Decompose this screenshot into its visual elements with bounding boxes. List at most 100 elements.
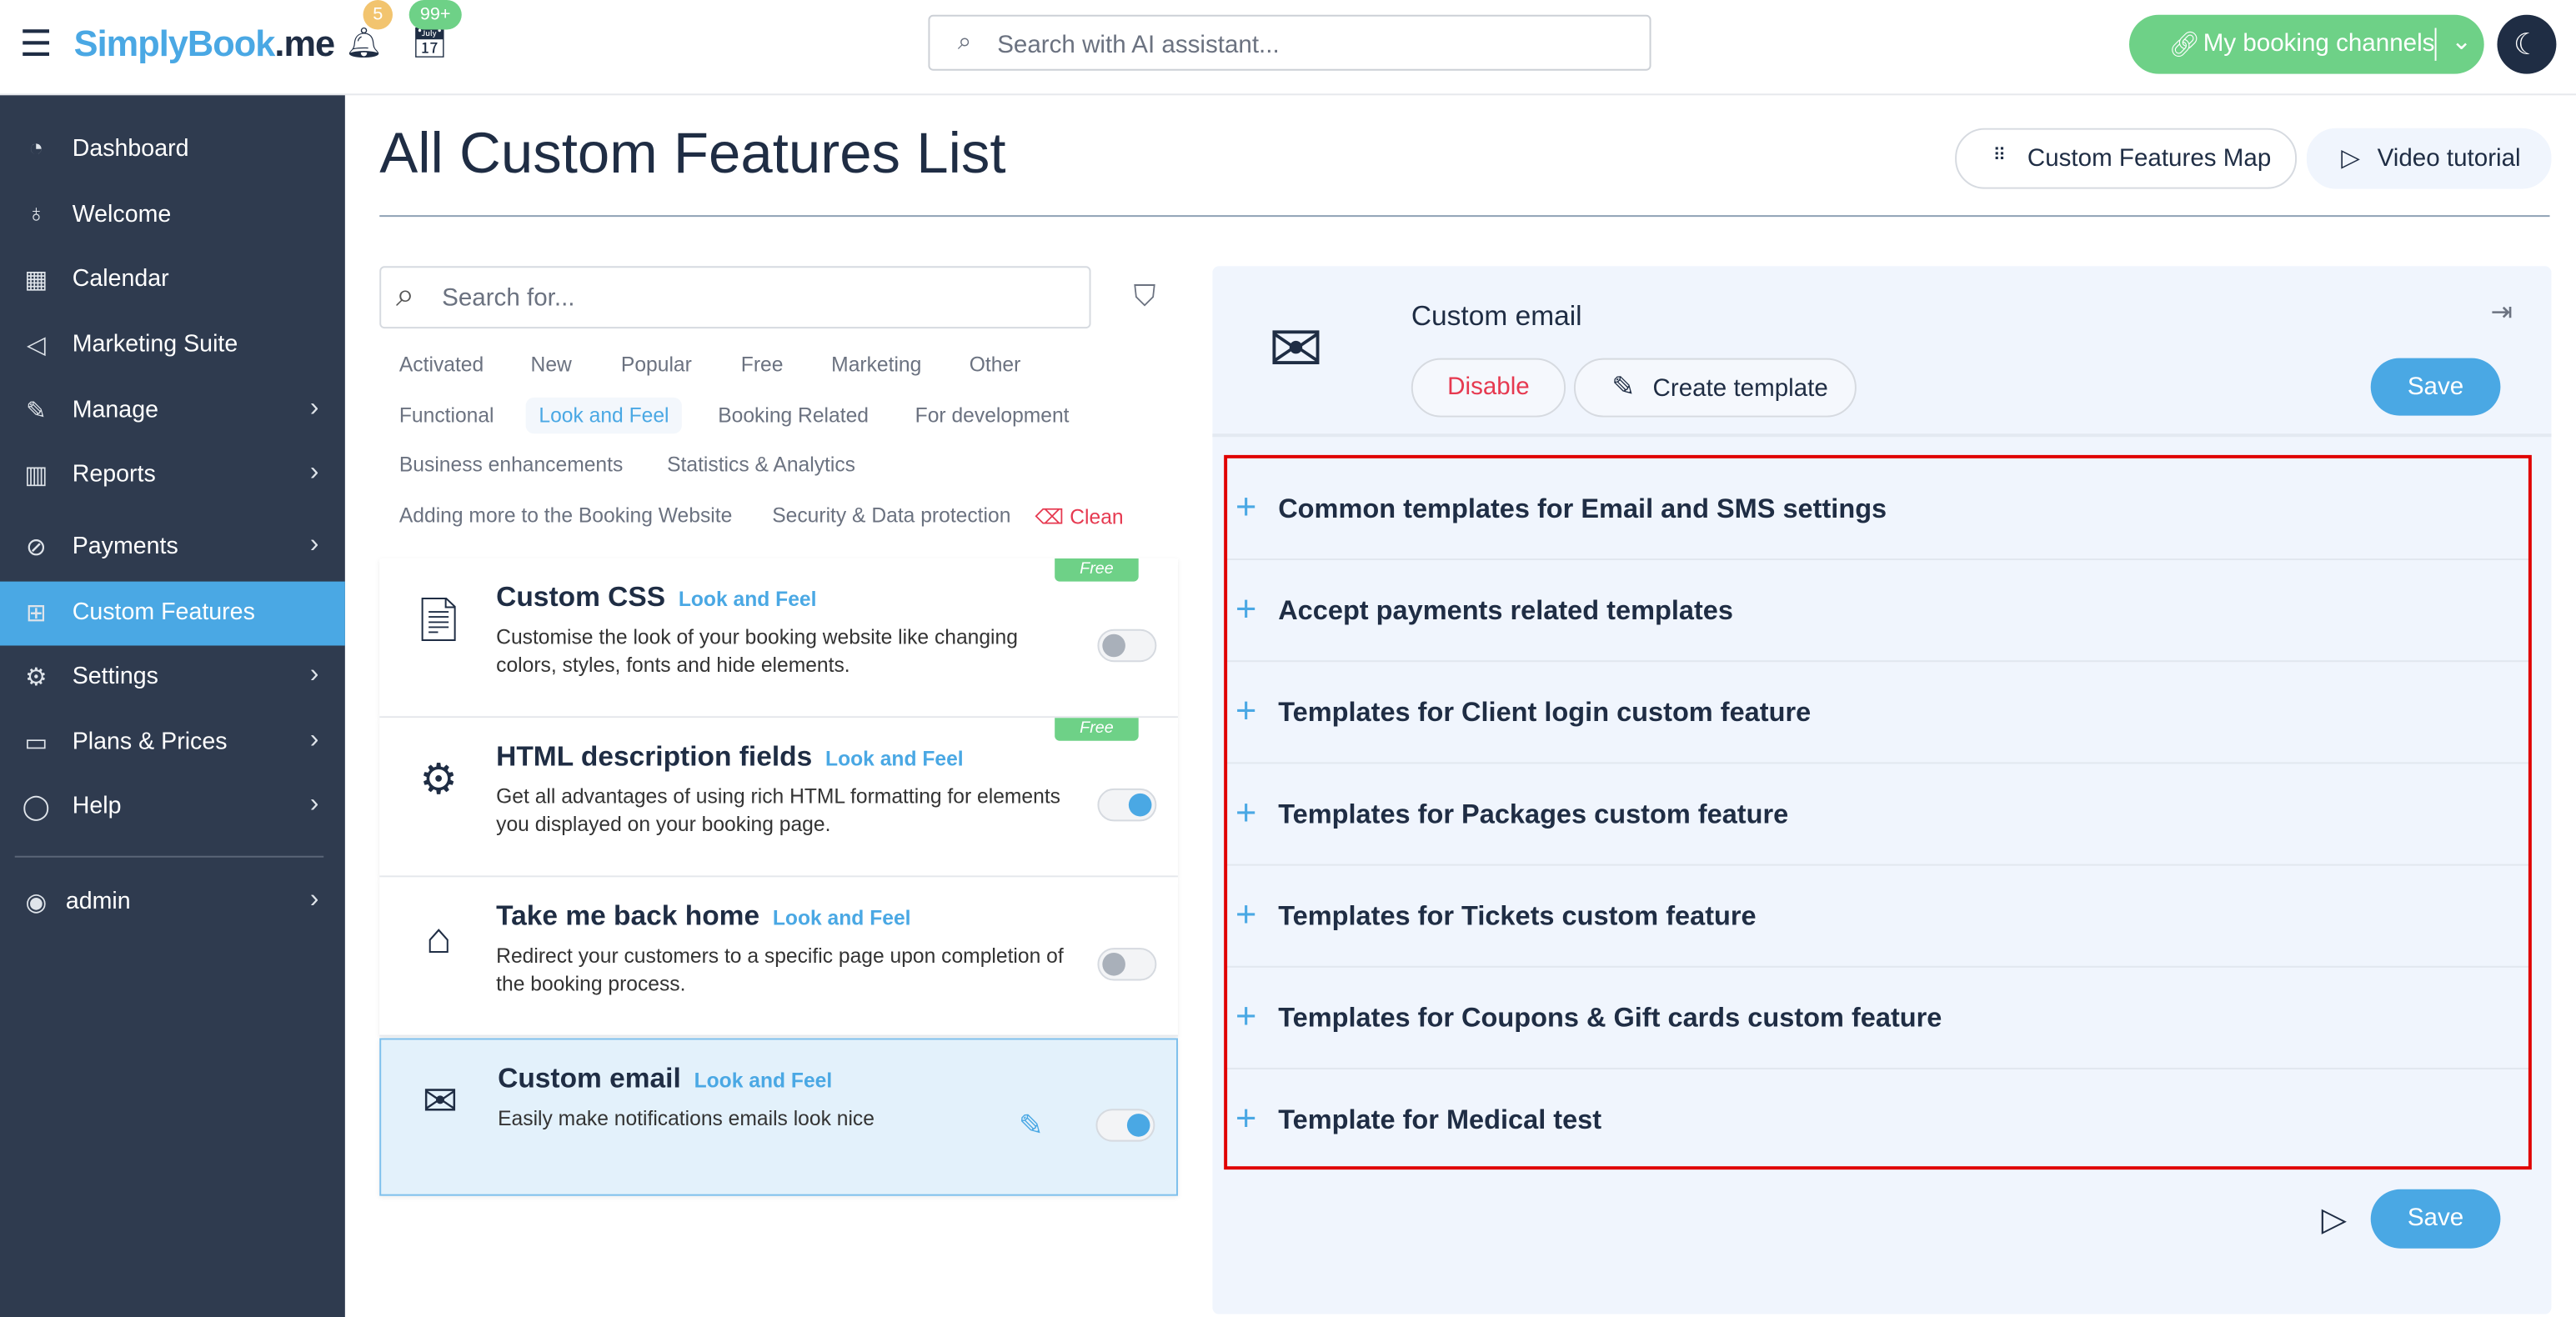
ai-search-input[interactable]: ⌕ Search with AI assistant... bbox=[928, 14, 1651, 71]
accordion-section[interactable]: + Template for Medical test bbox=[1225, 1069, 2530, 1169]
feature-name: Custom email bbox=[498, 1063, 681, 1094]
sidebar-item-reports[interactable]: ▥ Reports › bbox=[0, 443, 345, 508]
sidebar-item-payments[interactable]: ⊘ Payments › bbox=[0, 516, 345, 580]
dark-mode-toggle-icon[interactable]: ☾ bbox=[2497, 14, 2557, 74]
feature-category: Look and Feel bbox=[678, 588, 817, 612]
chevron-right-icon: › bbox=[309, 458, 319, 487]
booking-channels-button[interactable]: 🔗︎ My booking channels ⌄ bbox=[2129, 14, 2484, 74]
feature-description: Customise the look of your booking websi… bbox=[496, 625, 1018, 677]
filter-tag[interactable]: Functional bbox=[398, 403, 494, 428]
sidebar-item-admin[interactable]: ◉ admin › bbox=[0, 870, 345, 934]
sidebar-item-dashboard[interactable]: ◔ Dashboard bbox=[0, 118, 345, 183]
accordion-section[interactable]: + Templates for Coupons & Gift cards cust… bbox=[1225, 968, 2530, 1069]
accordion-section[interactable]: + Templates for Client login custom featu… bbox=[1225, 662, 2530, 764]
save-button-bottom[interactable]: Save bbox=[2370, 1189, 2501, 1249]
filter-tag-selected[interactable]: Look and Feel bbox=[525, 397, 683, 434]
feature-search-input[interactable]: ⌕ Search for... bbox=[379, 266, 1091, 329]
css-file-icon: 📄︎ bbox=[411, 594, 466, 644]
disable-button[interactable]: Disable bbox=[1411, 358, 1566, 418]
bell-icon[interactable]: 🔔︎ bbox=[344, 26, 383, 59]
logo-suffix: .me bbox=[274, 23, 335, 64]
logo-text: SimplyBook bbox=[73, 23, 276, 64]
chevron-down-icon[interactable]: ⌄ bbox=[2451, 28, 2473, 57]
chevron-right-icon: › bbox=[309, 789, 319, 819]
sidebar-item-manage[interactable]: ✎ Manage › bbox=[0, 379, 345, 443]
filter-tag[interactable]: Security & Data protection bbox=[772, 504, 1011, 528]
calendar-check-icon[interactable]: 📅︎ bbox=[410, 26, 449, 59]
play-icon: ▷ bbox=[2341, 144, 2361, 173]
plus-icon: + bbox=[1235, 689, 1257, 731]
filter-tag[interactable]: New bbox=[530, 353, 572, 377]
email-brush-icon: ✉ bbox=[422, 1075, 459, 1125]
feature-name: Custom CSS bbox=[496, 581, 666, 613]
search-icon: ⌕ bbox=[957, 28, 972, 57]
accordion-section[interactable]: + Common templates for Email and SMS sett… bbox=[1225, 458, 2530, 561]
filter-tag[interactable]: Free bbox=[740, 353, 784, 377]
filter-tag[interactable]: Other bbox=[969, 353, 1021, 377]
label: Calendar bbox=[72, 266, 169, 293]
feature-toggle[interactable] bbox=[1097, 788, 1157, 822]
filter-tag[interactable]: Business enhancements bbox=[398, 453, 624, 477]
feature-card-custom-css[interactable]: Free 📄︎ Custom CSS Look and Feel Customis… bbox=[379, 558, 1178, 719]
label: Custom Features Map bbox=[2027, 144, 2272, 173]
gift-icon: ⊞ bbox=[25, 599, 47, 628]
filter-tag[interactable]: Booking Related bbox=[718, 403, 869, 428]
feature-toggle[interactable] bbox=[1095, 1109, 1155, 1142]
label: Plans & Prices bbox=[72, 729, 228, 756]
top-bar: ☰ SimplyBook.me 🔔︎ 5 📅︎ 99+ ⌕ Search wit… bbox=[0, 0, 2576, 96]
pencil-icon: ✎ bbox=[25, 397, 47, 426]
label: Clean bbox=[1070, 505, 1124, 529]
sidebar-item-settings[interactable]: ⚙ Settings › bbox=[0, 645, 345, 709]
play-icon[interactable]: ▷ bbox=[2321, 1202, 2347, 1239]
plus-icon: + bbox=[1235, 486, 1257, 528]
label: Settings bbox=[72, 664, 158, 690]
feature-toggle[interactable] bbox=[1097, 628, 1157, 663]
label: Create template bbox=[1652, 374, 1828, 403]
edit-pencil-icon[interactable]: ✎ bbox=[1018, 1109, 1044, 1142]
feature-toggle[interactable] bbox=[1097, 948, 1157, 981]
accordion-section[interactable]: + Templates for Packages custom feature bbox=[1225, 764, 2530, 866]
filter-tag[interactable]: Adding more to the Booking Website bbox=[398, 504, 733, 528]
chevron-right-icon: › bbox=[309, 393, 319, 423]
chevron-right-icon: › bbox=[309, 726, 319, 754]
filter-tag[interactable]: Popular bbox=[620, 353, 692, 377]
label: Manage bbox=[72, 397, 158, 424]
chevron-right-icon: › bbox=[309, 885, 319, 914]
filter-tag[interactable]: Statistics & Analytics bbox=[667, 453, 855, 477]
section-title: Templates for Client login custom featur… bbox=[1278, 698, 1812, 729]
save-button[interactable]: Save bbox=[2370, 358, 2501, 416]
hamburger-menu-icon[interactable]: ☰ bbox=[19, 23, 53, 64]
sidebar-item-calendar[interactable]: ▦ Calendar bbox=[0, 248, 345, 313]
sidebar-item-plans-prices[interactable]: ▭ Plans & Prices › bbox=[0, 711, 345, 775]
video-tutorial-button[interactable]: ▷ Video tutorial bbox=[2306, 128, 2552, 189]
logo[interactable]: SimplyBook.me bbox=[73, 23, 335, 66]
label: admin bbox=[65, 889, 131, 915]
payment-icon: ⊘ bbox=[25, 533, 47, 562]
custom-features-map-button[interactable]: ⠿ Custom Features Map bbox=[1955, 128, 2298, 189]
money-icon: ▭ bbox=[24, 729, 48, 758]
sidebar-item-welcome[interactable]: ♁ Welcome bbox=[0, 184, 345, 248]
collapse-panel-icon[interactable]: ⇥ bbox=[2490, 298, 2513, 328]
plus-icon: + bbox=[1235, 791, 1257, 834]
feature-category: Look and Feel bbox=[772, 906, 911, 930]
filter-tag[interactable]: For development bbox=[915, 403, 1070, 428]
feature-description: Easily make notifications emails look ni… bbox=[498, 1107, 875, 1130]
clean-filters-button[interactable]: ⌫ Clean bbox=[1022, 498, 1137, 535]
filter-icon[interactable]: ⛉ bbox=[1133, 279, 1156, 313]
sidebar-item-marketing-suite[interactable]: ◁ Marketing Suite bbox=[0, 313, 345, 378]
label: Reports bbox=[72, 461, 156, 488]
feature-card-custom-email[interactable]: ✉ Custom email Look and Feel Easily make … bbox=[379, 1038, 1178, 1196]
feature-card-html-description-fields[interactable]: Free ⚙ HTML description fields Look and F… bbox=[379, 718, 1178, 878]
filter-tag[interactable]: Activated bbox=[398, 353, 484, 377]
sidebar-item-help[interactable]: ◯ Help › bbox=[0, 775, 345, 839]
code-gear-icon: ⚙ bbox=[419, 754, 459, 804]
create-template-button[interactable]: ✎ Create template bbox=[1573, 358, 1857, 418]
feature-card-take-me-back-home[interactable]: ⌂ Take me back home Look and Feel Redirec… bbox=[379, 877, 1178, 1037]
sidebar-item-custom-features[interactable]: ⊞ Custom Features bbox=[0, 581, 345, 646]
search-icon: ⌕ bbox=[395, 278, 415, 314]
filter-tag[interactable]: Marketing bbox=[831, 353, 922, 377]
label: Custom Features bbox=[72, 599, 255, 626]
accordion-section[interactable]: + Templates for Tickets custom feature bbox=[1225, 866, 2530, 968]
section-title: Templates for Packages custom feature bbox=[1278, 799, 1789, 830]
accordion-section[interactable]: + Accept payments related templates bbox=[1225, 560, 2530, 663]
